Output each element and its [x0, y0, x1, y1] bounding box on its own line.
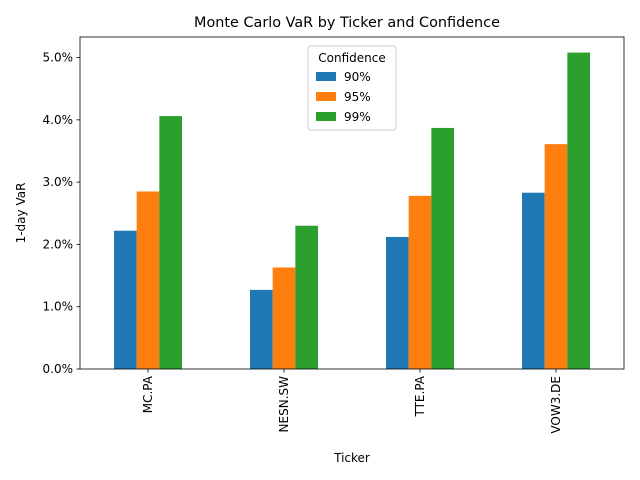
legend-swatch	[316, 92, 336, 101]
x-axis-label: Ticker	[333, 451, 370, 465]
bar-tte-pa-90pct	[386, 236, 409, 369]
legend-swatch	[316, 112, 336, 121]
y-axis-label: 1-day VaR	[14, 183, 28, 244]
bar-vow3-de-95pct	[544, 144, 568, 369]
bar-mc-pa-95pct	[136, 191, 160, 369]
x-tick-label: VOW3.DE	[549, 376, 563, 434]
x-axis: MC.PA NESN.SW TTE.PA VOW3.DE	[141, 369, 563, 434]
x-tick-label: TTE.PA	[413, 375, 427, 417]
bar-vow3-de-90pct	[522, 192, 545, 369]
y-tick-label: 2.0%	[43, 237, 74, 251]
bar-mc-pa-99pct	[159, 116, 182, 370]
y-tick-label: 1.0%	[43, 300, 74, 314]
y-axis: 0.0% 1.0% 2.0% 3.0% 4.0% 5.0%	[43, 51, 80, 376]
x-tick-label: NESN.SW	[277, 376, 291, 433]
y-tick-label: 3.0%	[43, 175, 74, 189]
bars-group	[114, 52, 590, 370]
plot-frame	[79, 36, 625, 370]
legend-entry: 99%	[344, 110, 371, 124]
legend-entry: 95%	[344, 90, 371, 104]
bar-nesn-sw-99pct	[295, 225, 318, 369]
bar-tte-pa-99pct	[431, 127, 454, 370]
bar-mc-pa-90pct	[114, 230, 137, 369]
y-tick-label: 0.0%	[43, 362, 74, 376]
legend-title: Confidence	[318, 51, 385, 65]
legend-swatch	[316, 72, 336, 81]
bar-nesn-sw-95pct	[272, 267, 296, 369]
legend-box	[307, 45, 397, 131]
legend-entry: 90%	[344, 70, 371, 84]
legend: Confidence 90% 95% 99%	[307, 45, 397, 131]
bar-nesn-sw-90pct	[250, 289, 273, 369]
x-tick-label: MC.PA	[141, 375, 155, 413]
bar-tte-pa-95pct	[408, 195, 432, 369]
y-tick-label: 5.0%	[43, 51, 74, 65]
y-tick-label: 4.0%	[43, 113, 74, 127]
chart-title: Monte Carlo VaR by Ticker and Confidence	[194, 15, 500, 31]
bar-vow3-de-99pct	[567, 52, 590, 369]
